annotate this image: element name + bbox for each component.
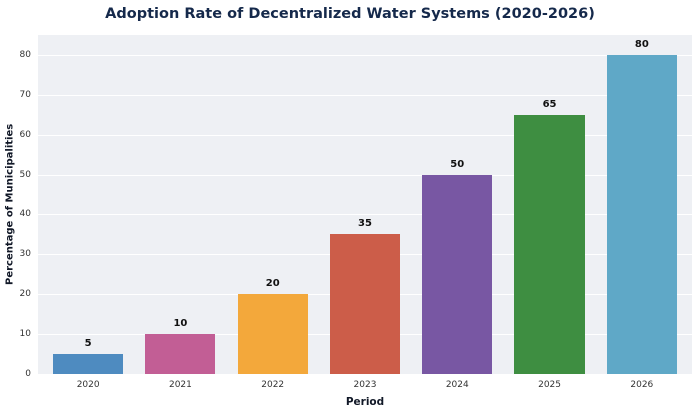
x-tick-label: 2021 bbox=[168, 380, 192, 390]
bar-2025 bbox=[514, 114, 585, 374]
gridline bbox=[38, 174, 692, 176]
y-tick-label: 40 bbox=[19, 209, 31, 220]
bar-slot: 5 bbox=[42, 35, 134, 374]
bar-value-label: 20 bbox=[265, 278, 280, 290]
y-axis-ticks: 0 10 20 30 40 50 60 70 80 bbox=[0, 35, 33, 379]
bar-2023 bbox=[329, 234, 401, 374]
bar-2026 bbox=[606, 54, 677, 374]
bar-value-label: 50 bbox=[450, 158, 465, 170]
gridline bbox=[38, 54, 692, 56]
bar-slot: 65 bbox=[503, 35, 595, 374]
x-tick-label: 2020 bbox=[76, 380, 100, 390]
chart-title: Adoption Rate of Decentralized Water Sys… bbox=[105, 6, 595, 22]
bar-slot: 35 bbox=[319, 35, 411, 374]
bar-value-label: 65 bbox=[542, 98, 557, 110]
y-tick-label: 20 bbox=[19, 289, 31, 300]
plot-area: 5 10 20 35 50 65 80 bbox=[38, 35, 692, 375]
bar-2022 bbox=[237, 294, 308, 374]
y-tick-label: 0 bbox=[25, 369, 31, 379]
gridline bbox=[38, 214, 692, 216]
bar-slot: 80 bbox=[596, 35, 688, 374]
bar-2020 bbox=[53, 354, 124, 374]
gridline bbox=[38, 94, 692, 96]
bar-value-label: 10 bbox=[173, 318, 188, 330]
bar-2024 bbox=[422, 174, 493, 374]
x-tick-label: 2026 bbox=[630, 380, 654, 390]
x-axis-ticks: 2020 2021 2022 2023 2024 2025 2026 bbox=[38, 380, 692, 390]
x-tick-label: 2024 bbox=[445, 380, 469, 390]
y-tick-label: 80 bbox=[19, 49, 31, 60]
bar-value-label: 80 bbox=[634, 38, 649, 50]
bar-value-label: 5 bbox=[84, 338, 92, 350]
y-tick-label: 30 bbox=[19, 249, 31, 260]
x-tick-label: 2022 bbox=[261, 380, 285, 390]
bar-2021 bbox=[145, 334, 216, 374]
bar-slot: 10 bbox=[134, 35, 226, 374]
gridline bbox=[38, 374, 692, 375]
x-tick-label: 2023 bbox=[353, 380, 377, 390]
bar-slot: 50 bbox=[411, 35, 503, 374]
y-tick-label: 50 bbox=[19, 169, 31, 180]
x-tick-label: 2025 bbox=[538, 380, 561, 390]
y-tick-label: 10 bbox=[19, 329, 31, 340]
x-axis-label: Period bbox=[345, 396, 385, 408]
gridline bbox=[38, 134, 692, 136]
bars-row: 5 10 20 35 50 65 80 bbox=[38, 35, 692, 374]
bar-value-label: 35 bbox=[358, 218, 372, 230]
y-tick-label: 60 bbox=[19, 129, 31, 140]
bar-slot: 20 bbox=[227, 35, 319, 374]
y-tick-label: 70 bbox=[19, 89, 31, 100]
